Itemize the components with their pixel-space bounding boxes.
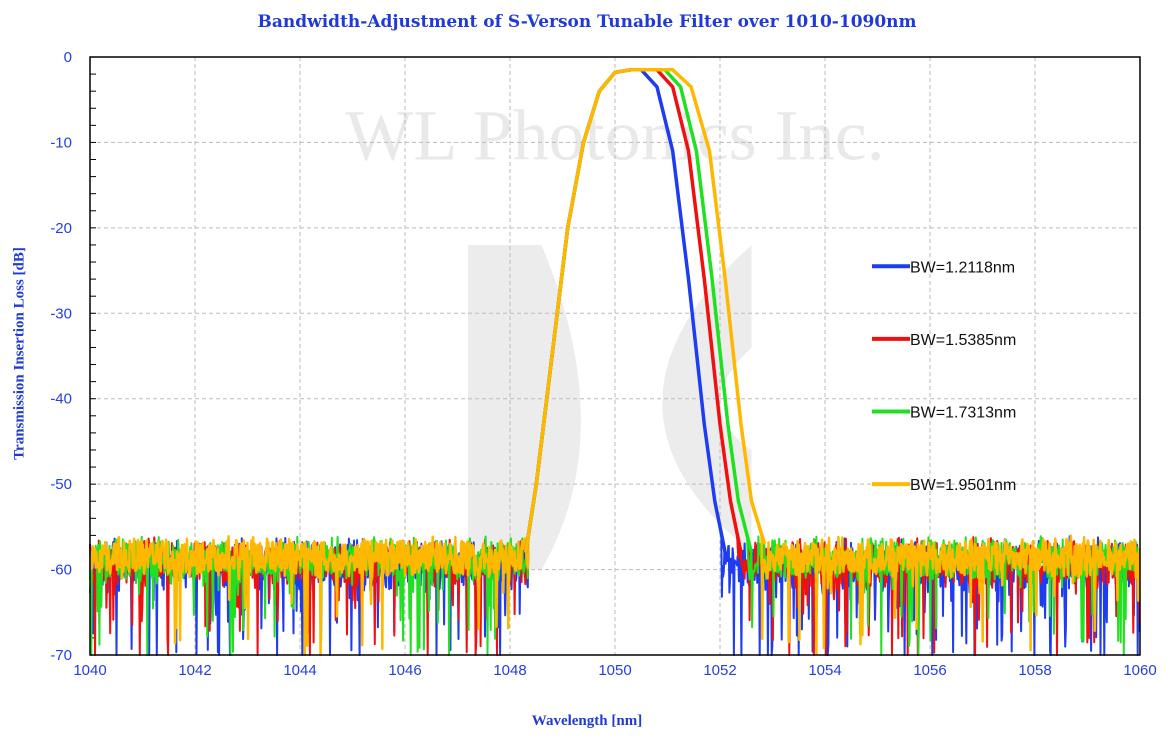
x-tick-label: 1048 (493, 662, 526, 679)
y-tick-label: 0 (64, 49, 72, 66)
x-tick-label: 1050 (598, 662, 631, 679)
x-tick-label: 1052 (703, 662, 736, 679)
x-tick-label: 1058 (1018, 662, 1051, 679)
x-tick-label: 1044 (283, 662, 316, 679)
y-tick-label: -20 (50, 220, 72, 237)
y-tick-label: -10 (50, 134, 72, 151)
series-passband-4 (523, 68, 767, 553)
x-axis-label: Wavelength [nm] (531, 713, 643, 729)
legend-label: BW=1.2118nm (910, 259, 1015, 276)
y-tick-label: -50 (50, 476, 72, 493)
y-tick-label: -70 (50, 647, 72, 664)
axes-frame (89, 56, 1141, 656)
x-tick-label: 1040 (73, 662, 106, 679)
legend-label: BW=1.7313nm (910, 405, 1016, 422)
x-tick-label: 1042 (178, 662, 211, 679)
x-tick-label: 1060 (1123, 662, 1156, 679)
y-tick-label: -30 (50, 305, 72, 322)
legend-label: BW=1.9501nm (910, 477, 1016, 494)
legend-label: BW=1.5385nm (910, 332, 1016, 349)
chart-title: Bandwidth-Adjustment of S-Verson Tunable… (257, 12, 917, 32)
y-tick-label: -60 (50, 562, 72, 579)
x-tick-label: 1056 (913, 662, 946, 679)
y-tick-label: -40 (50, 391, 72, 408)
watermark-logo-left (468, 244, 581, 570)
x-tick-label: 1046 (388, 662, 421, 679)
x-tick-label: 1054 (808, 662, 841, 679)
